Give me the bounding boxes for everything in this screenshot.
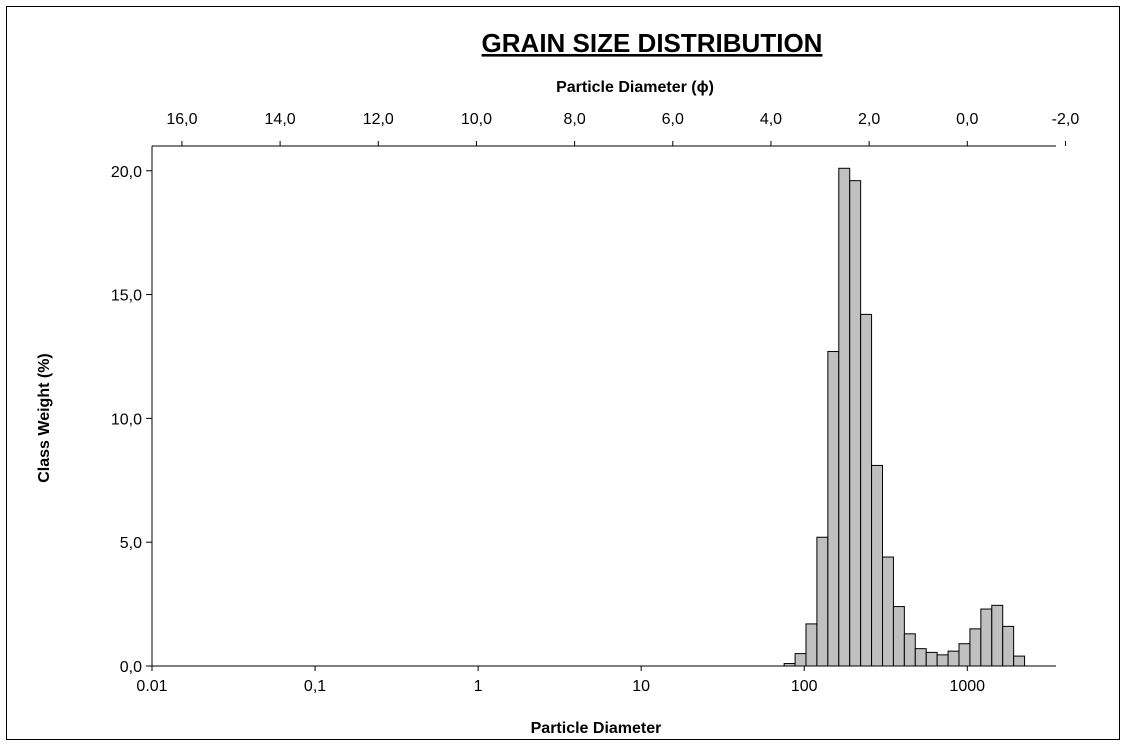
bars-group	[783, 167, 1026, 667]
x2-tick-label: 12,0	[363, 111, 394, 128]
y-tick-label: 10,0	[111, 411, 142, 428]
bottom-axis-label: Particle Diameter	[531, 720, 662, 737]
chart-title: GRAIN SIZE DISTRIBUTION	[482, 28, 823, 58]
bar-8	[871, 464, 883, 667]
bar-9	[881, 556, 894, 667]
bar-3	[816, 536, 829, 667]
chart-frame	[6, 6, 1120, 740]
x-tick-label: 0.01	[136, 678, 167, 695]
top-axis-label: Particle Diameter (ϕ)	[556, 79, 714, 96]
bar-14	[936, 654, 949, 667]
y-axis-label: Class Weight (%)	[36, 353, 53, 483]
bar-7	[860, 313, 873, 667]
axes-group: 0.01 0,1 1 10 100 1000 0,0 5,0 10,0 15,0 20,0 16,0 1…	[111, 111, 1079, 695]
bar-5	[838, 167, 851, 667]
y-tick-label: 0,0	[120, 659, 142, 676]
x2-tick-label: 6,0	[662, 111, 684, 128]
bar-19	[991, 604, 1004, 667]
bar-21	[1013, 655, 1026, 667]
x2-tick-label: 2,0	[858, 111, 880, 128]
bar-6	[849, 180, 862, 667]
y-tick-label: 15,0	[111, 288, 142, 305]
x2-tick-label: 14,0	[265, 111, 296, 128]
bar-15	[947, 650, 960, 667]
x2-tick-label: 8,0	[563, 111, 585, 128]
x-tick-label: 1000	[949, 678, 985, 695]
bar-17	[969, 628, 982, 667]
bar-11	[903, 633, 916, 667]
x2-tick-label: 4,0	[760, 111, 782, 128]
x-tick-label: 0,1	[304, 678, 326, 695]
x2-tick-label: 16,0	[166, 111, 197, 128]
bar-12	[914, 648, 927, 667]
bar-13	[925, 651, 938, 667]
y-tick-label: 5,0	[120, 535, 142, 552]
y-tick-label: 20,0	[111, 164, 142, 181]
x-tick-label: 10	[632, 678, 650, 695]
x2-tick-label: -2,0	[1052, 111, 1080, 128]
bar-2	[805, 623, 818, 667]
bar-16	[958, 643, 971, 667]
bar-1	[794, 653, 807, 667]
bar-18	[980, 608, 993, 667]
x2-tick-label: 10,0	[461, 111, 492, 128]
x-tick-label: 100	[791, 678, 818, 695]
x-tick-label: 1	[474, 678, 483, 695]
bar-20	[1002, 625, 1015, 667]
bar-4	[827, 351, 840, 667]
bar-10	[892, 606, 905, 667]
x2-tick-label: 0,0	[956, 111, 978, 128]
